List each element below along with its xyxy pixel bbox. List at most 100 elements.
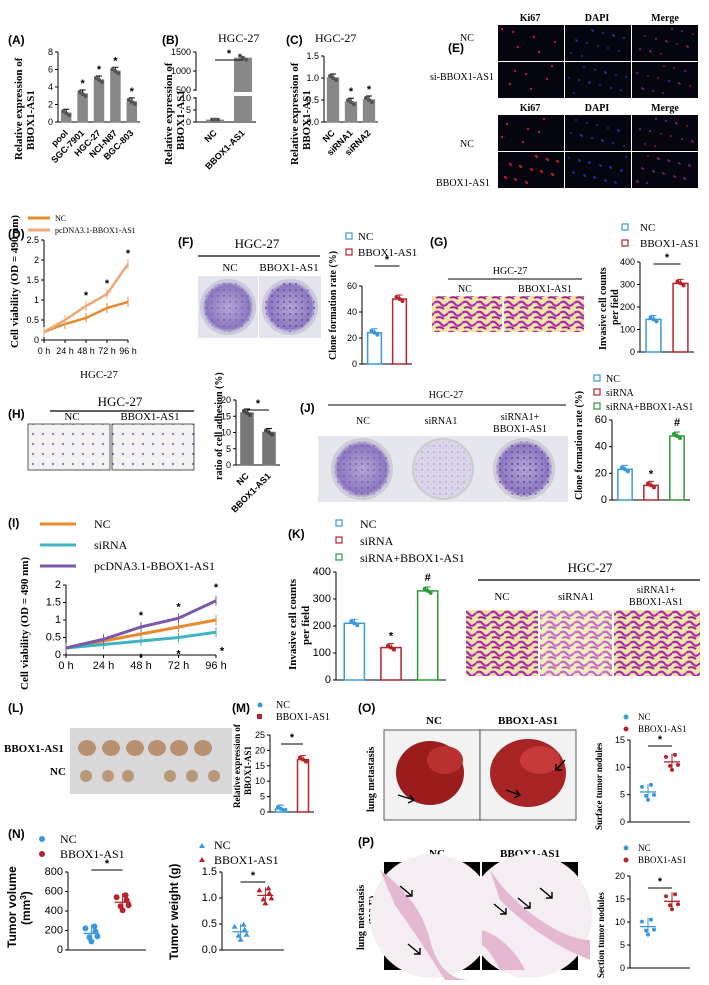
b-data-point [216, 117, 220, 122]
panel-k-image-si [540, 610, 612, 676]
panel-j-legend-combo: siRNA+BBOX1-AS1 [606, 402, 693, 413]
significance-star: * [251, 870, 256, 882]
n-wt-data-point [243, 931, 250, 937]
panel-j-legend-si: siRNA [606, 388, 635, 399]
i-y-tick-label: 0.5 [46, 632, 61, 644]
panel-n-vol-unit-a: (mm [19, 900, 33, 925]
if-cell [537, 50, 541, 54]
panel-p-legend-nc: NC [638, 843, 651, 853]
c-y-tick-label: 0.5 [306, 95, 319, 105]
panel-g-title: HGC-27 [493, 266, 527, 277]
if-cell [596, 124, 598, 126]
if-cell [657, 77, 659, 79]
panel-o-arrow-1 [397, 794, 416, 804]
significance-star: * [227, 48, 232, 60]
if-cell [615, 182, 617, 184]
panel-g-col-oe: BBOX1-AS1 [518, 284, 572, 295]
if-cell [505, 122, 509, 126]
b-y-tick-label: 1500 [171, 47, 191, 57]
c-data-point [364, 96, 368, 100]
if-cell [655, 118, 657, 120]
if-cell [684, 70, 686, 72]
a-bar [77, 93, 88, 123]
d-y-tick-label: 0.5 [26, 315, 39, 325]
significance-star: * [113, 55, 118, 67]
if-cell [553, 40, 557, 44]
panel-p-tissue-oe-2 [482, 930, 525, 970]
n-vol-data-point [88, 938, 95, 945]
g-data-point [654, 319, 659, 324]
panel-p-side-1: lung metastasis [356, 885, 367, 950]
if-cell [581, 55, 583, 57]
if-cell [573, 172, 575, 174]
tumor-nc [102, 770, 114, 782]
panel-m-chart: 0 5 10 15 20 25 * [255, 730, 314, 817]
b-x-tick-label: NC [202, 128, 219, 145]
panel-j-legend-combo-box [593, 402, 601, 410]
if-cell [676, 43, 678, 45]
o-data-point [664, 754, 668, 759]
tumor-oe [194, 740, 212, 756]
panel-f-well-nc-dots [203, 282, 253, 332]
o-data-point [644, 793, 648, 798]
k-y-tick-label: 100 [313, 647, 331, 659]
n-vol-y-tick-label: 0 [57, 944, 63, 956]
n-wt-data-point [262, 900, 269, 906]
a-data-point [129, 99, 134, 104]
f-data-point [397, 297, 402, 301]
c-data-point [346, 98, 350, 103]
j-y-tick-label: 0 [601, 494, 607, 506]
panel-k-col-combo-2: BBOX1-AS1 [629, 597, 683, 608]
n-wt-data-point [237, 936, 244, 942]
if-cell [516, 45, 520, 49]
g-y-tick-label: 400 [620, 257, 635, 267]
panel-n-label: (N) [8, 827, 25, 841]
g-data-point [681, 283, 686, 288]
m-y-tick-label: 10 [255, 776, 265, 786]
panel-d: (D) NC pcDNA3.1-BBOX1-AS1 Cell viability… [8, 214, 137, 381]
if-cell [540, 170, 544, 174]
if-cell [514, 178, 518, 182]
n-wt-data-point [260, 896, 267, 902]
j-y-tick-label: 60 [595, 414, 607, 426]
panel-f-legend-nc-box [345, 232, 353, 240]
g-bar [672, 282, 689, 353]
tumor-oe [148, 740, 166, 756]
m-data-point [304, 759, 308, 764]
k-y-tick-label: 300 [313, 593, 331, 605]
h-data-point [248, 413, 252, 417]
k-bar [380, 646, 402, 681]
c-data-point [331, 76, 335, 80]
b-data-point [244, 57, 248, 62]
panel-p-arrow-2 [407, 943, 421, 955]
j-bar [669, 435, 685, 501]
a-data-point [126, 97, 131, 102]
if-cell [660, 53, 662, 55]
panel-d-xlabel: HGC-27 [80, 369, 118, 381]
panel-n-wt-legend-nc: NC [214, 838, 231, 852]
if-cell [686, 125, 688, 127]
panel-k-legend-nc-box [335, 519, 343, 527]
if-cell [646, 182, 648, 184]
a-y-tick-label: 0 [48, 117, 53, 127]
if-cell [615, 74, 617, 76]
if-cell [658, 158, 660, 160]
if-cell [586, 42, 588, 44]
if-cell [671, 28, 673, 30]
tumor-nc [186, 770, 198, 782]
if-cell [647, 155, 649, 157]
tumor-oe [78, 740, 96, 756]
panel-j-col-nc: NC [356, 416, 370, 427]
c-bar [326, 77, 340, 123]
if-cell [618, 130, 620, 132]
if-cell [592, 30, 594, 32]
o-data-point [652, 792, 656, 797]
if-image [498, 62, 564, 98]
panel-e-image-grid [498, 25, 698, 188]
significance-star: * [214, 582, 219, 594]
significance-star: * [367, 84, 372, 96]
a-data-point [100, 80, 104, 84]
a-data-point [94, 76, 98, 80]
if-image [565, 115, 631, 151]
